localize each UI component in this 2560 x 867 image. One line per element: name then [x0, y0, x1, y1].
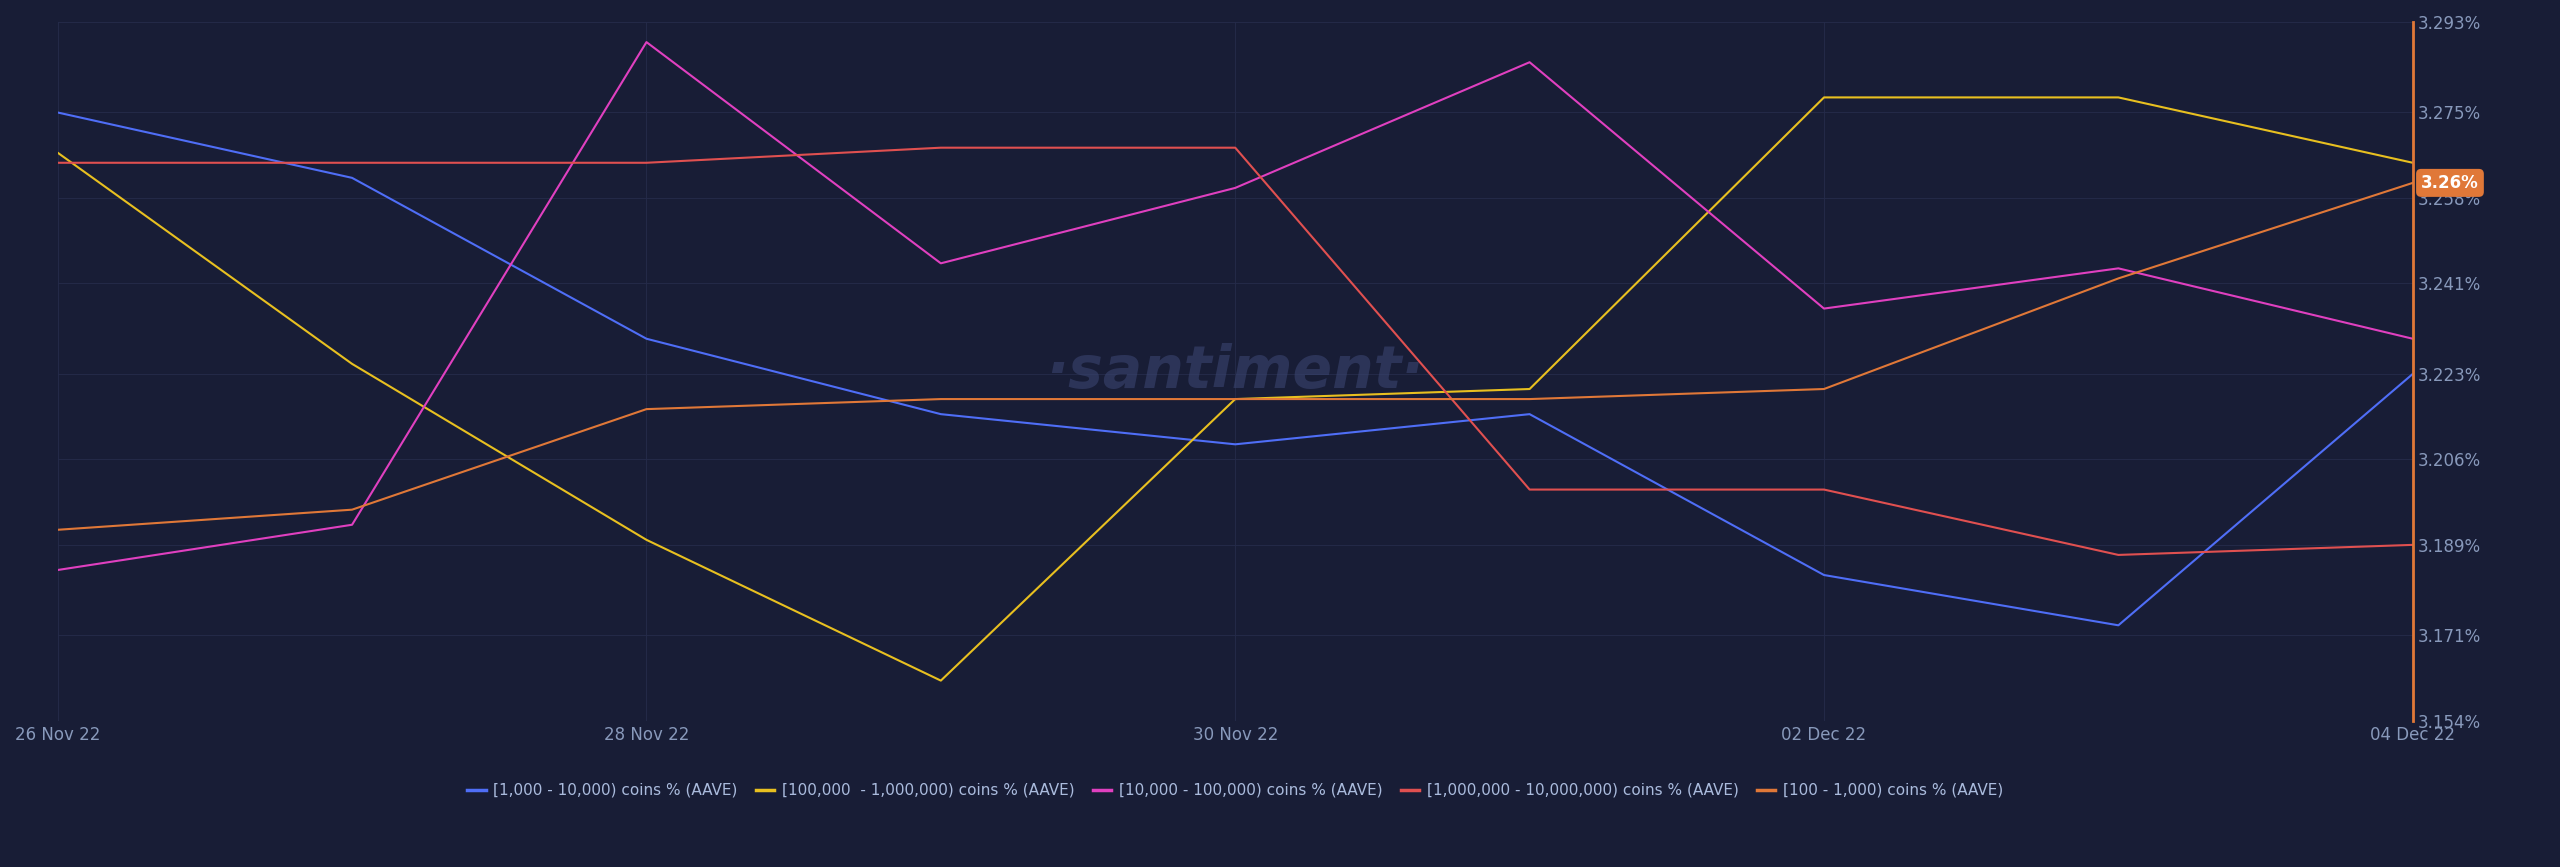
- Text: 3.26%: 3.26%: [2422, 174, 2478, 192]
- Legend: [1,000 - 10,000) coins % (AAVE), [100,000  - 1,000,000) coins % (AAVE), [10,000 : [1,000 - 10,000) coins % (AAVE), [100,00…: [461, 777, 2010, 804]
- Text: ·santiment·: ·santiment·: [1047, 343, 1423, 400]
